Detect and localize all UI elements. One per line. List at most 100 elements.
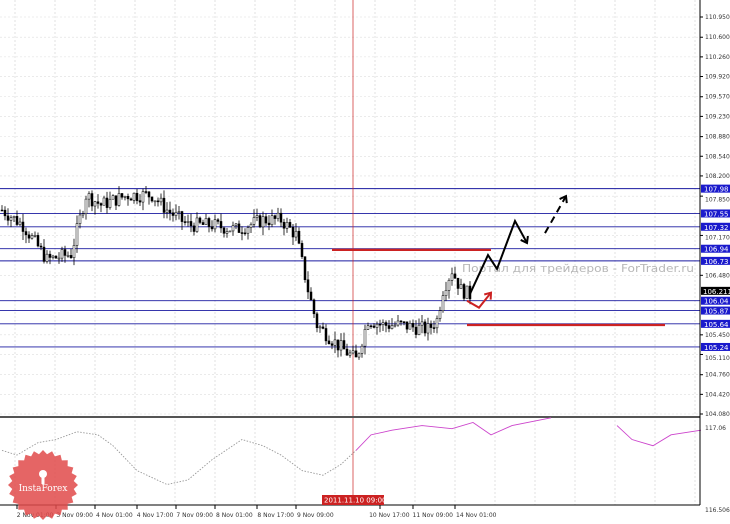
candle-body (249, 224, 253, 228)
candle-body (219, 221, 223, 229)
candle-body (102, 197, 106, 206)
candle-body (207, 218, 211, 227)
candle-body (255, 215, 259, 218)
level-tag-label: 107.32 (704, 224, 729, 232)
candle-body (57, 257, 61, 260)
candle-body (15, 216, 19, 225)
candle-body (147, 191, 151, 198)
candle-body (333, 339, 337, 346)
candle-body (132, 192, 136, 201)
forecast-arrow-head (520, 235, 529, 245)
level-tag (701, 256, 730, 265)
candle-body (87, 193, 91, 200)
candle-body (357, 353, 361, 358)
level-tag (701, 306, 730, 315)
candle-body (288, 222, 292, 228)
candle-body (300, 243, 304, 257)
candle-body (168, 209, 172, 214)
candle-body (258, 215, 262, 228)
candle-body (192, 225, 196, 232)
candle-body (93, 201, 97, 207)
candle-body (135, 192, 139, 201)
candle-body (117, 193, 121, 206)
time-tick-label: 9 Nov 09:00 (297, 512, 334, 519)
candle-body (420, 321, 424, 326)
candle-body (138, 200, 142, 203)
indicator-line (616, 425, 702, 447)
candle-body (153, 200, 157, 203)
level-tag (701, 342, 730, 351)
candle-body (105, 197, 109, 208)
instaforex-logo (8, 450, 78, 520)
candle-body (273, 215, 277, 219)
candle-body (12, 216, 16, 218)
candle-body (210, 226, 214, 230)
candle-body (231, 225, 235, 232)
price-tick-label: 104.080 (705, 411, 730, 418)
candle-body (3, 209, 7, 217)
level-tag-label: 105.64 (704, 321, 729, 329)
candle-body (465, 285, 469, 299)
candle-body (141, 191, 145, 203)
candle-body (399, 320, 403, 323)
current-price-tag (701, 286, 730, 295)
candle-body (360, 345, 364, 354)
candle-body (45, 253, 49, 262)
watermark: Портал для трейдеров - ForTrader.ru (462, 262, 694, 275)
grid (0, 0, 700, 505)
candle-body (156, 200, 160, 203)
candle-body (120, 193, 124, 198)
candle-body (309, 291, 313, 301)
candle-body (174, 212, 178, 216)
candle-body (228, 230, 232, 233)
candle-body (396, 320, 400, 326)
candle-body (354, 350, 358, 358)
candle-body (99, 203, 103, 206)
candle-body (30, 235, 34, 239)
time-tick-label: 10 Nov 17:00 (369, 512, 410, 519)
candle-body (411, 323, 415, 328)
candle-body (33, 235, 37, 237)
candle-body (111, 195, 115, 200)
price-tick-label: 105.450 (705, 332, 730, 339)
price-tick-label: 104.760 (705, 372, 730, 379)
candle-body (195, 217, 199, 232)
candle-body (180, 211, 184, 222)
logo-badge-icon (8, 450, 78, 520)
candle-body (321, 326, 325, 329)
candle-body (429, 323, 433, 328)
candle-body (345, 348, 349, 356)
candle-body (270, 215, 274, 226)
candle-body (243, 232, 247, 235)
candle-body (276, 212, 280, 219)
candle-body (447, 280, 451, 291)
forecast-dashed-arrow (544, 195, 567, 234)
time-tick-label: 11 Nov 09:00 (413, 512, 454, 519)
price-tick-label: 108.880 (705, 134, 730, 141)
candle-body (459, 284, 463, 289)
candle-body (366, 325, 370, 330)
candle-body (27, 234, 31, 239)
candle-body (18, 221, 22, 225)
level-tag-label: 106.94 (704, 246, 729, 254)
time-tick-label: 4 Nov 01:00 (96, 512, 133, 519)
candle-body (48, 253, 52, 258)
candle-body (144, 191, 148, 193)
price-tick-label: 107.170 (705, 235, 730, 242)
indicator-line-dotted (1, 431, 357, 486)
candle-body (402, 321, 406, 323)
candle-body (438, 310, 442, 319)
candle-body (348, 352, 352, 356)
price-tick-label: 110.260 (705, 54, 730, 61)
candle-body (426, 323, 430, 334)
candle-body (405, 321, 409, 330)
candle-body (390, 325, 394, 329)
level-tag-label: 105.24 (704, 344, 729, 352)
candle-body (369, 325, 373, 327)
price-tick-label: 108.540 (705, 153, 730, 160)
candle-body (414, 326, 418, 335)
candle-body (60, 249, 64, 259)
candle-body (24, 231, 28, 236)
candle-body (75, 223, 79, 246)
